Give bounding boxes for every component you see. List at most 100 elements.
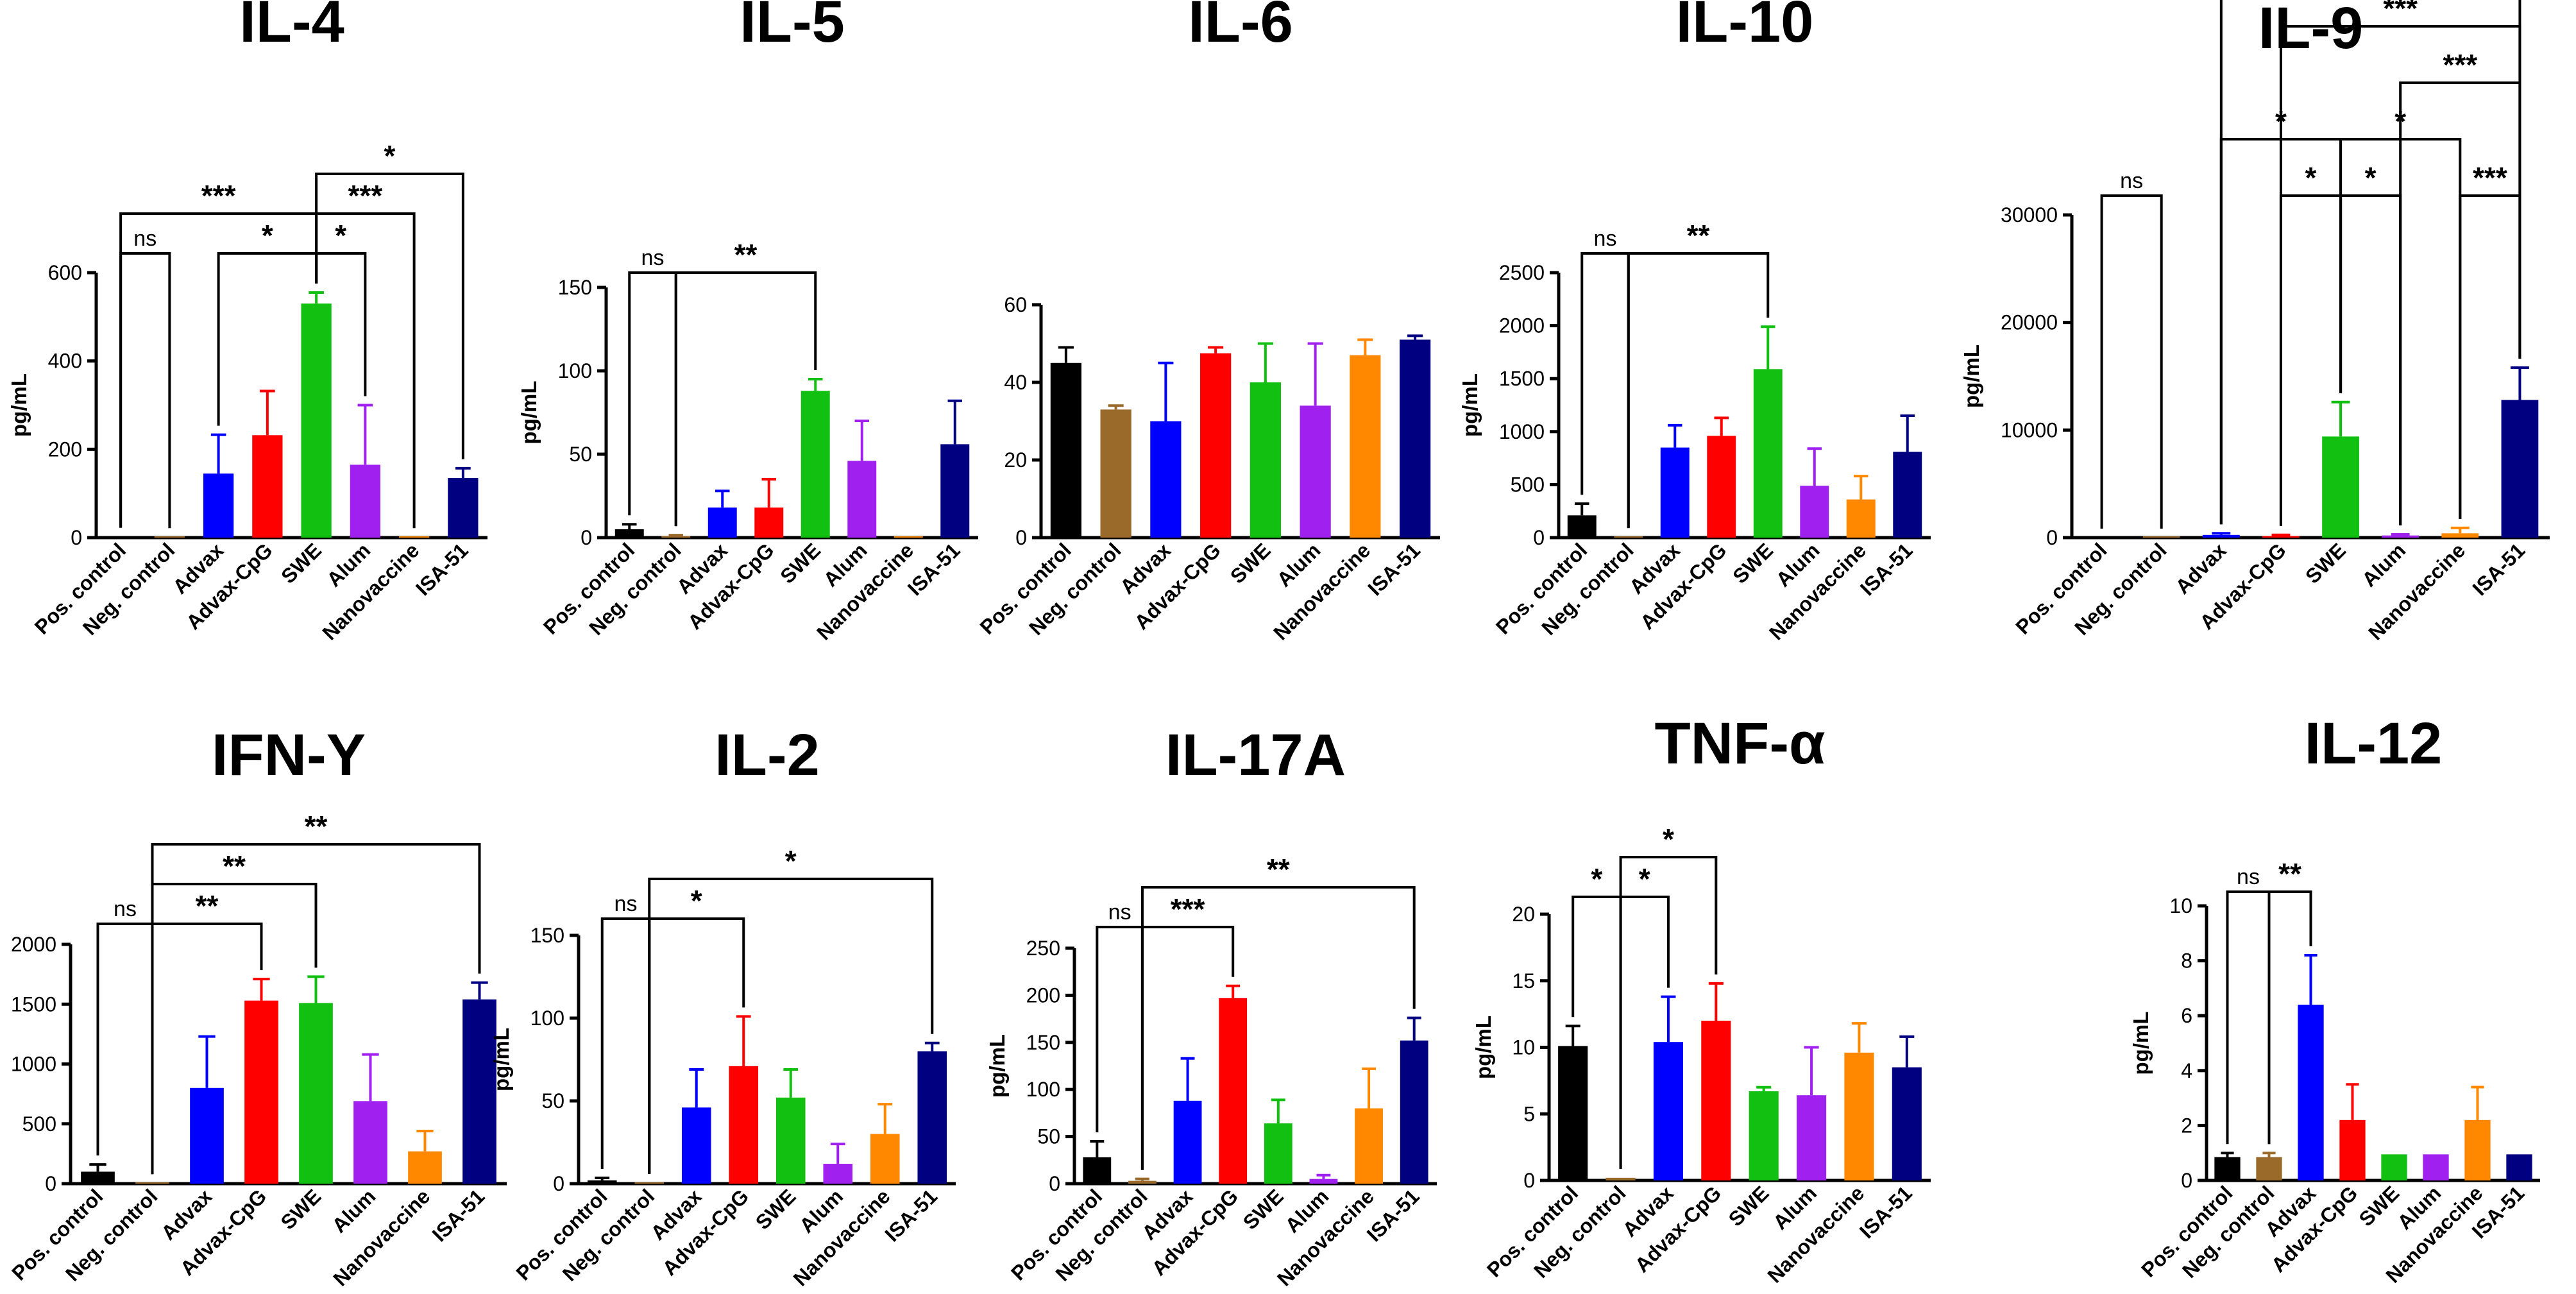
significance-label: ** <box>734 238 758 271</box>
bar <box>1753 369 1783 538</box>
y-tick-label: 0 <box>2046 526 2058 549</box>
significance-label: ns <box>2237 865 2260 889</box>
chart-title: IL-6 <box>1188 0 1293 55</box>
bar <box>823 1164 853 1184</box>
bar <box>2298 1005 2324 1180</box>
bar <box>894 536 923 538</box>
y-tick-label: 2500 <box>1499 261 1545 284</box>
chart-title: IL-12 <box>2305 711 2443 776</box>
x-tick-label: SWE <box>276 1184 325 1234</box>
significance-bracket <box>151 883 318 1175</box>
bar <box>917 1051 947 1184</box>
x-tick-label: ISA-51 <box>1855 1181 1917 1243</box>
x-tick-label: ISA-51 <box>1363 538 1425 600</box>
bar <box>1653 1042 1683 1180</box>
y-tick-label: 20 <box>1004 448 1027 472</box>
significance-label: *** <box>2443 48 2477 81</box>
x-tick-label: ISA-51 <box>880 1184 942 1246</box>
bar <box>1614 536 1643 538</box>
y-tick-label: 10000 <box>2001 418 2058 441</box>
x-tick-label: SWE <box>276 538 326 588</box>
bar <box>634 1182 665 1184</box>
significance-label: * <box>384 139 396 173</box>
significance-label: * <box>1591 862 1602 896</box>
bar <box>190 1087 224 1184</box>
chart-title: IL-4 <box>239 0 344 55</box>
bar <box>2464 1119 2491 1180</box>
significance-bracket <box>96 923 154 1175</box>
y-axis-label: pg/mL <box>2129 1012 2153 1075</box>
significance-bracket <box>600 917 651 1174</box>
significance-label: *** <box>201 179 236 212</box>
significance-label: ** <box>196 889 219 923</box>
x-tick-label: SWE <box>775 538 825 588</box>
bar <box>1250 382 1281 538</box>
bar <box>2322 436 2359 538</box>
bar <box>1606 1177 1636 1180</box>
bar <box>1844 1052 1874 1180</box>
significance-bracket <box>628 271 677 527</box>
significance-label: *** <box>1171 892 1205 926</box>
bar <box>1660 447 1690 538</box>
bar <box>1100 409 1131 538</box>
significance-label: ns <box>2120 169 2143 193</box>
bar <box>350 464 381 538</box>
bar <box>2262 536 2300 538</box>
bar <box>1846 499 1876 538</box>
significance-label: ns <box>114 897 137 921</box>
significance-label: ** <box>1267 853 1290 886</box>
y-tick-label: 1500 <box>1499 367 1545 390</box>
y-tick-label: 100 <box>530 1007 564 1030</box>
bar <box>754 507 784 538</box>
bar <box>1200 353 1232 538</box>
y-tick-label: 200 <box>1026 983 1060 1007</box>
significance-label: ** <box>1687 219 1710 252</box>
bar <box>301 303 332 538</box>
y-tick-label: 0 <box>580 526 592 549</box>
significance-bracket <box>1580 252 1630 529</box>
chart-title: IL-9 <box>2258 0 2364 61</box>
y-tick-label: 10 <box>1512 1036 1535 1059</box>
bar <box>1219 998 1248 1184</box>
y-axis-label: pg/mL <box>489 1028 513 1091</box>
bar <box>2506 1154 2532 1180</box>
bar <box>940 444 970 538</box>
y-tick-label: 15 <box>1512 969 1535 992</box>
bar <box>462 999 496 1184</box>
significance-label: * <box>1663 822 1674 856</box>
y-tick-label: 0 <box>45 1172 56 1195</box>
y-tick-label: 1500 <box>11 992 56 1016</box>
x-tick-label: ISA-51 <box>411 538 473 600</box>
bar <box>1128 1180 1157 1184</box>
bar <box>1567 515 1597 538</box>
y-tick-label: 1000 <box>11 1053 56 1076</box>
bar <box>1083 1157 1112 1184</box>
bar <box>1892 1067 1922 1180</box>
x-tick-label: SWE <box>2301 538 2350 588</box>
y-axis-label: pg/mL <box>7 373 31 437</box>
x-tick-label: SWE <box>751 1184 801 1234</box>
y-tick-label: 2 <box>2181 1114 2192 1137</box>
significance-label: ** <box>305 810 328 843</box>
bar <box>1300 405 1331 538</box>
bar <box>775 1097 806 1184</box>
y-tick-label: 2000 <box>11 933 56 956</box>
bar <box>1150 421 1182 538</box>
chart-title: IL-17A <box>1165 722 1346 788</box>
y-tick-label: 1000 <box>1499 420 1545 443</box>
bar <box>2214 1157 2241 1180</box>
x-tick-label: ISA-51 <box>2468 538 2530 600</box>
y-tick-label: 150 <box>1026 1031 1060 1054</box>
bar <box>614 529 644 538</box>
significance-bracket <box>1096 926 1144 1170</box>
bar <box>2142 536 2180 538</box>
bar <box>2501 400 2539 538</box>
significance-bracket <box>2100 194 2163 529</box>
significance-label: * <box>2305 161 2317 194</box>
bar <box>1355 1108 1383 1184</box>
significance-bracket <box>2226 890 2271 1145</box>
